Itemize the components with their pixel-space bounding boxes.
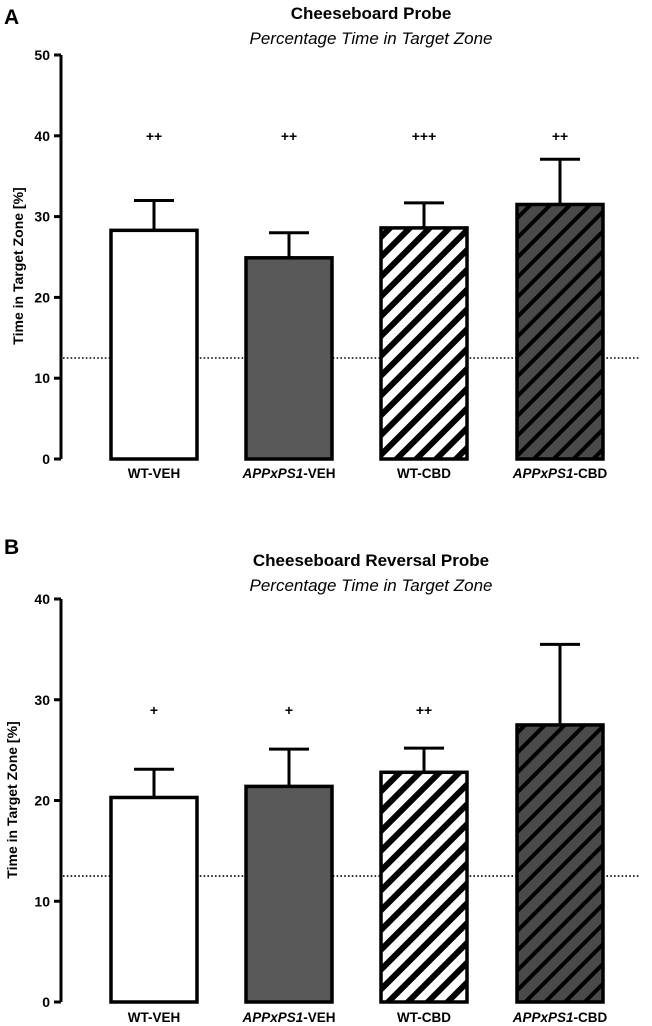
panel-b-y-tick-label: 40 xyxy=(34,591,50,607)
panel-b-x-category-label: WT-VEH xyxy=(128,1010,181,1025)
panel-b-chart: B Cheeseboard Reversal Probe Percentage … xyxy=(4,536,640,1025)
panel-a-bar-2 xyxy=(244,256,334,461)
panel-b-bar-2 xyxy=(244,784,334,1004)
panel-b-y-tick-label: 20 xyxy=(34,793,50,809)
panel-a-y-tick-label: 0 xyxy=(42,451,50,467)
panel-a-y-axis-label: Time in Target Zone [%] xyxy=(10,187,26,344)
panel-a-y-tick-label: 10 xyxy=(34,370,50,386)
panel-b-bar-1 xyxy=(109,795,199,1004)
panel-b-y-axis-label: Time in Target Zone [%] xyxy=(4,721,20,878)
panel-a-bar-4 xyxy=(515,202,605,461)
panel-a-significance-label: ++ xyxy=(552,128,568,144)
panel-b-y-tick-label: 10 xyxy=(34,893,50,909)
panel-a-x-category-label: APPxPS1-CBD xyxy=(512,466,608,481)
panel-a-bar-1 xyxy=(109,228,199,461)
panel-b-y-tick-label: 0 xyxy=(42,994,50,1010)
panel-a-letter: A xyxy=(4,6,19,29)
panel-a-subtitle: Percentage Time in Target Zone xyxy=(249,29,492,48)
panel-a-significance-label: +++ xyxy=(412,128,437,144)
panel-a-x-category-label: APPxPS1-VEH xyxy=(241,466,335,481)
panel-b-significance-label: + xyxy=(285,702,293,718)
panel-a-chart: A Cheeseboard Probe Percentage Time in T… xyxy=(4,4,640,481)
panel-b-title: Cheeseboard Reversal Probe xyxy=(253,551,489,570)
panel-a-significance-label: ++ xyxy=(146,128,162,144)
panel-a-y-tick-label: 40 xyxy=(34,128,50,144)
panel-b-significance-label: ++ xyxy=(416,702,432,718)
panel-a-x-category-label: WT-VEH xyxy=(128,466,181,481)
panel-b-y-tick-label: 30 xyxy=(34,692,50,708)
panel-a-y-tick-label: 20 xyxy=(34,289,50,305)
panel-b-significance-label: + xyxy=(150,702,158,718)
panel-a-significance-label: ++ xyxy=(281,128,297,144)
panel-a-y-tick-label: 50 xyxy=(34,47,50,63)
panel-a-title: Cheeseboard Probe xyxy=(291,4,452,23)
panel-b-bar-4 xyxy=(515,723,605,1004)
panel-b-subtitle: Percentage Time in Target Zone xyxy=(249,576,492,595)
panel-a-bar-3 xyxy=(379,226,469,461)
panel-b-x-category-label: APPxPS1-VEH xyxy=(241,1010,335,1025)
panel-b-bar-3 xyxy=(379,770,469,1004)
panel-b-letter: B xyxy=(4,536,19,559)
panel-a-x-category-label: WT-CBD xyxy=(397,466,451,481)
panel-b-x-category-label: APPxPS1-CBD xyxy=(512,1010,608,1025)
panel-a-y-tick-label: 30 xyxy=(34,209,50,225)
panel-b-x-category-label: WT-CBD xyxy=(397,1010,451,1025)
